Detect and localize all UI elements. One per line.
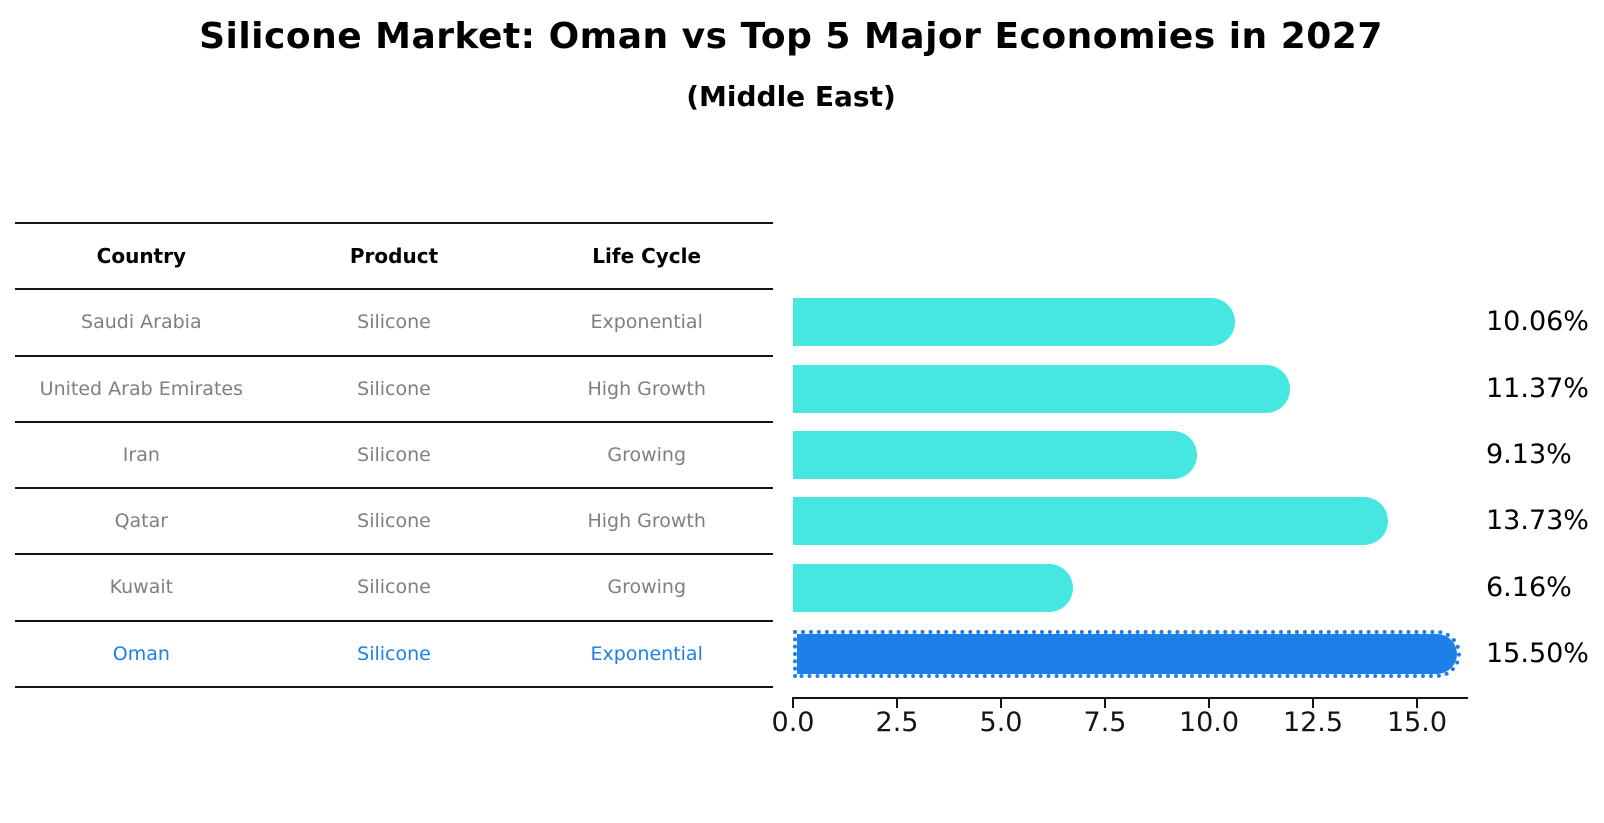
bar-value-label: 11.37%	[1486, 372, 1589, 404]
bar-value-label: 9.13%	[1486, 438, 1572, 470]
x-axis-line	[792, 697, 1468, 699]
bar-oman	[793, 629, 1462, 678]
table-cell-product: Silicone	[357, 576, 431, 599]
data-table: Country Product Life Cycle Saudi Arabia S…	[15, 222, 773, 688]
x-axis-tick-label: 2.5	[875, 707, 919, 738]
table-header-country: Country	[96, 244, 187, 269]
table-cell-life-cycle: Growing	[607, 576, 687, 599]
table-cell-country: Saudi Arabia	[81, 311, 202, 334]
table-row: Oman Silicone Exponential	[15, 622, 773, 688]
x-axis-tick	[896, 699, 898, 708]
x-axis-tick	[1104, 699, 1106, 708]
table-cell-country: Oman	[112, 642, 170, 665]
bar-value-label: 15.50%	[1486, 637, 1589, 669]
bar-value-label: 13.73%	[1486, 505, 1589, 537]
table-row: Kuwait Silicone Growing	[15, 555, 773, 622]
table-cell-country: Kuwait	[109, 576, 174, 599]
x-axis-tick	[1312, 699, 1314, 708]
table-row: United Arab Emirates Silicone High Growth	[15, 357, 773, 423]
x-axis-tick-label: 5.0	[979, 707, 1023, 738]
x-axis-tick-label: 15.0	[1386, 707, 1448, 738]
table-cell-country: Qatar	[114, 510, 169, 533]
bar-iran	[793, 430, 1197, 479]
bar-kuwait	[793, 563, 1074, 612]
table-cell-life-cycle: Exponential	[590, 642, 703, 665]
bar-united-arab-emirates	[793, 364, 1290, 413]
table-cell-product: Silicone	[357, 642, 431, 665]
table-cell-product: Silicone	[357, 510, 431, 533]
table-body: Saudi Arabia Silicone Exponential United Ar…	[15, 290, 773, 688]
table-cell-product: Silicone	[357, 311, 431, 334]
bar-saudi-arabia	[793, 298, 1236, 347]
x-axis-tick	[792, 699, 794, 708]
x-axis-tick-label: 0.0	[771, 707, 815, 738]
table-row: Saudi Arabia Silicone Exponential	[15, 290, 773, 357]
bar-value-label: 6.16%	[1486, 571, 1572, 603]
table-cell-life-cycle: High Growth	[587, 377, 706, 400]
chart-subtitle: (Middle East)	[686, 80, 896, 113]
table-cell-country: United Arab Emirates	[39, 377, 243, 400]
bar-value-label: 10.06%	[1486, 306, 1589, 338]
bar-qatar	[793, 497, 1388, 546]
table-cell-life-cycle: High Growth	[587, 510, 706, 533]
table-header-product: Product	[349, 244, 439, 269]
table-row: Iran Silicone Growing	[15, 423, 773, 490]
table-cell-product: Silicone	[357, 443, 431, 466]
table-header-life-cycle: Life Cycle	[592, 244, 702, 269]
chart-title: Silicone Market: Oman vs Top 5 Major Eco…	[199, 16, 1383, 57]
table-cell-product: Silicone	[357, 377, 431, 400]
table-cell-life-cycle: Exponential	[590, 311, 703, 334]
table-cell-country: Iran	[122, 443, 160, 466]
x-axis-tick	[1000, 699, 1002, 708]
x-axis-tick	[1208, 699, 1210, 708]
table-header-row: Country Product Life Cycle	[15, 224, 773, 291]
x-axis-tick-label: 10.0	[1178, 707, 1240, 738]
x-axis-tick-label: 12.5	[1282, 707, 1344, 738]
table-row: Qatar Silicone High Growth	[15, 489, 773, 556]
table-cell-life-cycle: Growing	[607, 443, 687, 466]
x-axis-tick-label: 7.5	[1083, 707, 1127, 738]
x-axis-tick	[1416, 699, 1418, 708]
